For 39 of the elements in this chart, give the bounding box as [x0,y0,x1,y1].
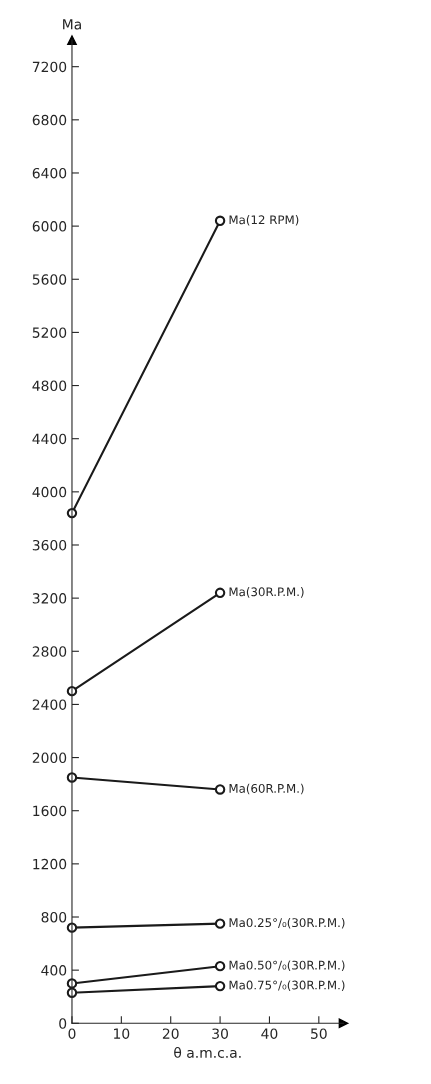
point [214,918,226,929]
x-tick-label: 50 [311,1028,327,1039]
point [214,784,226,795]
series-label: Ma(12 RPM) [229,215,299,226]
series-label: Ma(30R.P.M.) [229,587,304,598]
y-tick-label: 7200 [32,61,67,73]
x-axis-title: θ a.m.c.a. [174,1047,241,1058]
y-tick-label: 2800 [32,646,67,657]
y-tick-label: 0 [59,1018,67,1029]
x-tick-label: 20 [162,1028,179,1039]
point [214,960,226,972]
y-tick-label: 4400 [32,433,67,445]
y-tick-label: 6400 [32,167,67,179]
y-tick-label: 6000 [32,221,67,232]
x-tick-label: 30 [212,1028,228,1039]
y-tick-label: 5200 [32,327,67,338]
y-tick-label: 3600 [32,539,67,551]
y-tick-label: 3200 [32,593,67,604]
y-tick-label: 2400 [32,699,67,710]
y-tick-label: 800 [41,911,67,923]
y-tick-label: 5600 [32,274,67,285]
y-axis-title: Ma [63,19,81,30]
y-tick-label: 6800 [32,114,67,126]
y-tick-label: 4800 [32,380,67,392]
y-tick-label: 1200 [33,858,67,870]
x-tick-label: 40 [261,1028,278,1039]
series-label: Ma0.50°/₀(30R.P.M.) [229,960,345,971]
series-label: Ma0.25°/₀(30R.P.M.) [229,917,345,929]
point [214,215,226,227]
series-label: Ma(60R.P.M.) [229,783,304,795]
y-tick-label: 400 [41,965,67,976]
y-tick-label: 2000 [32,752,67,764]
y-tick-label: 1600 [33,805,67,817]
point [214,587,226,599]
point [214,980,226,992]
x-tick-label: 0 [68,1028,76,1039]
y-tick-label: 4000 [32,486,67,498]
x-tick-label: 10 [114,1028,130,1039]
series-label: Ma0.75°/₀(30R.P.M.) [229,980,345,991]
